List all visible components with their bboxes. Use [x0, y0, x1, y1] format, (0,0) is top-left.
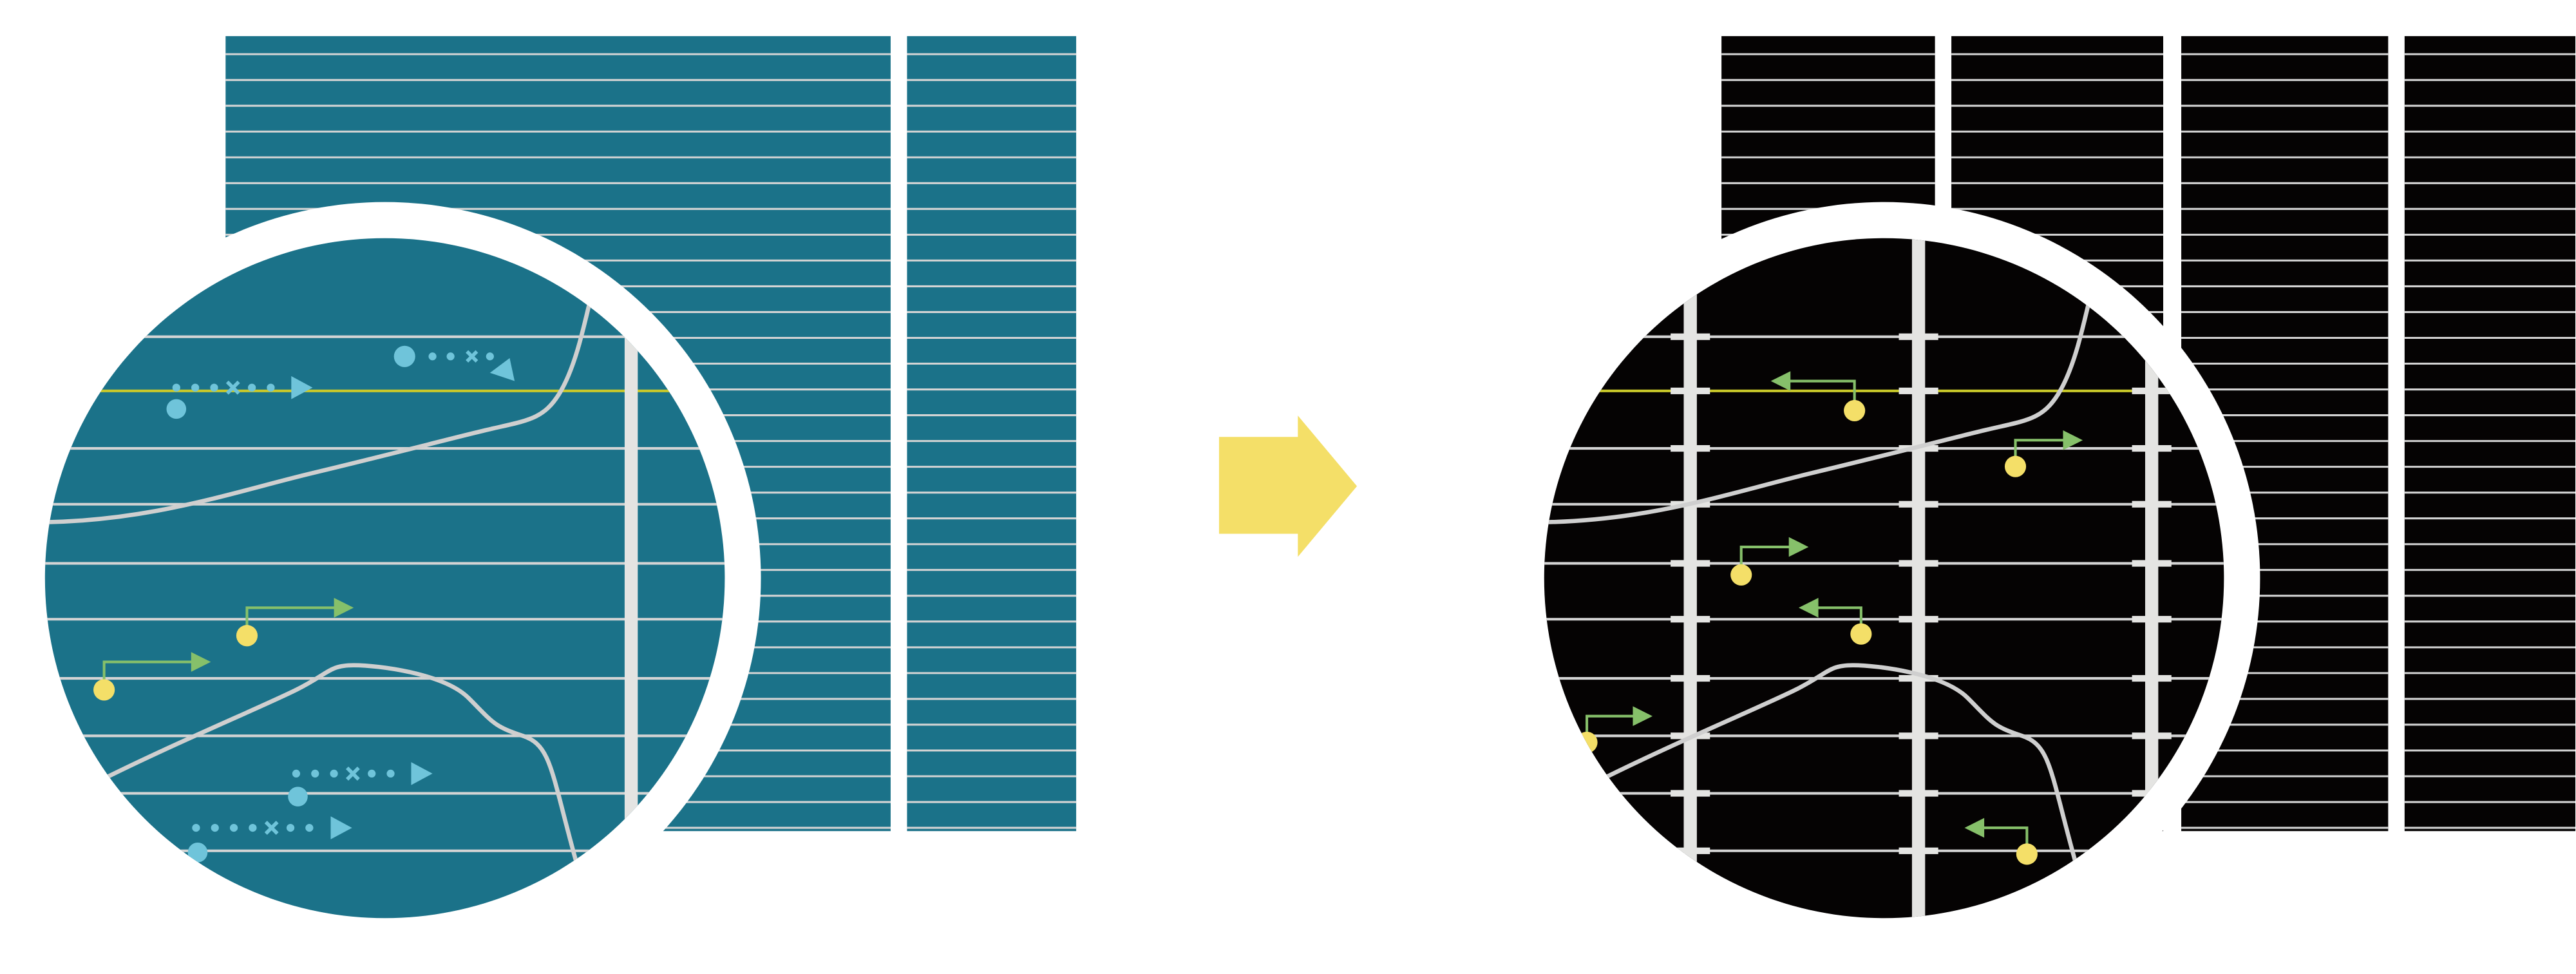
dot-marker — [292, 769, 301, 778]
arrowhead-icon — [411, 762, 433, 785]
panel-column — [2404, 36, 2576, 832]
arrowhead-icon — [1633, 706, 1653, 726]
bar-tick — [2132, 616, 2172, 623]
yellow-dot — [1850, 623, 1872, 645]
lens-background — [1544, 238, 2224, 919]
bar-tick — [1899, 501, 1938, 508]
cross-marker — [264, 821, 279, 835]
arrowhead-icon — [291, 376, 313, 399]
dot-marker — [330, 769, 338, 778]
arrowhead-icon — [1964, 817, 1985, 838]
magnifier-lens — [44, 238, 725, 919]
bar-tick — [2132, 501, 2172, 508]
dot-marker — [386, 769, 395, 778]
bar-tick — [1899, 732, 1938, 740]
dot-marker — [486, 352, 494, 361]
dot-marker — [446, 352, 455, 361]
start-point — [288, 787, 308, 807]
bar-tick — [2132, 674, 2172, 682]
bar-tick — [1671, 790, 1710, 797]
arrowhead-icon — [330, 816, 352, 839]
yellow-dot — [236, 625, 258, 647]
dot-marker — [192, 823, 200, 832]
bar-tick — [1671, 333, 1710, 340]
upper-curve — [44, 278, 598, 525]
right-magnifier — [1508, 202, 2260, 955]
bar-tick — [1671, 847, 1710, 854]
dot-marker — [229, 823, 238, 832]
arrowhead-icon — [334, 598, 354, 618]
cross-marker — [466, 350, 478, 363]
bar-tick — [1671, 560, 1710, 567]
panel-column — [907, 36, 1077, 832]
bar-tick — [1899, 333, 1938, 340]
dot-marker — [305, 823, 314, 832]
lower-curve — [1589, 663, 2080, 872]
bar-tick — [1899, 674, 1938, 682]
arrowhead-icon — [2063, 430, 2083, 450]
dot-marker — [211, 823, 219, 832]
bar-tick — [2132, 732, 2172, 740]
upper-curve — [1544, 278, 2097, 525]
left-magnifier — [8, 202, 761, 955]
bar-tick — [1899, 847, 1938, 854]
bar-tick — [1671, 616, 1710, 623]
bar-tick — [1671, 674, 1710, 682]
dot-marker — [311, 769, 319, 778]
arrowhead-icon — [1770, 371, 1791, 391]
bar-tick — [1899, 560, 1938, 567]
bar-tick — [2132, 560, 2172, 567]
dot-marker — [247, 383, 256, 392]
arrowhead-icon — [1788, 537, 1809, 557]
vertical-bar — [624, 295, 638, 919]
lower-curve — [90, 663, 581, 872]
dot-marker — [172, 383, 180, 392]
dot-marker — [267, 383, 275, 392]
lens-background — [44, 238, 725, 919]
start-point — [187, 843, 208, 863]
bar-tick — [1899, 616, 1938, 623]
yellow-dot — [2004, 455, 2027, 477]
dot-marker — [191, 383, 200, 392]
dot-marker — [428, 352, 437, 361]
cross-marker — [346, 767, 360, 781]
vertical-bar — [1911, 238, 1926, 919]
dot-marker — [249, 823, 257, 832]
yellow-dot — [93, 679, 115, 701]
dot-marker — [368, 769, 376, 778]
start-point — [166, 399, 187, 419]
right-arrow-icon — [1218, 415, 1358, 557]
bar-tick — [2132, 444, 2172, 452]
yellow-dot — [1730, 564, 1752, 586]
dot-marker — [210, 383, 218, 392]
bar-tick — [1671, 444, 1710, 452]
dot-marker — [286, 823, 295, 832]
arrowhead-icon — [1798, 598, 1819, 618]
arrowhead-icon — [489, 358, 515, 381]
yellow-dot — [2016, 843, 2038, 865]
bar-tick — [1899, 790, 1938, 797]
cross-marker — [225, 380, 240, 395]
vertical-bar — [2145, 238, 2159, 919]
magnifier-lens — [1544, 238, 2224, 919]
arrowhead-icon — [191, 652, 211, 672]
yellow-dot — [1844, 399, 1866, 422]
bar-tick — [1671, 387, 1710, 394]
vertical-bar — [1683, 238, 1697, 919]
bar-tick — [2132, 387, 2172, 394]
bar-tick — [1899, 387, 1938, 394]
start-point — [393, 345, 415, 367]
